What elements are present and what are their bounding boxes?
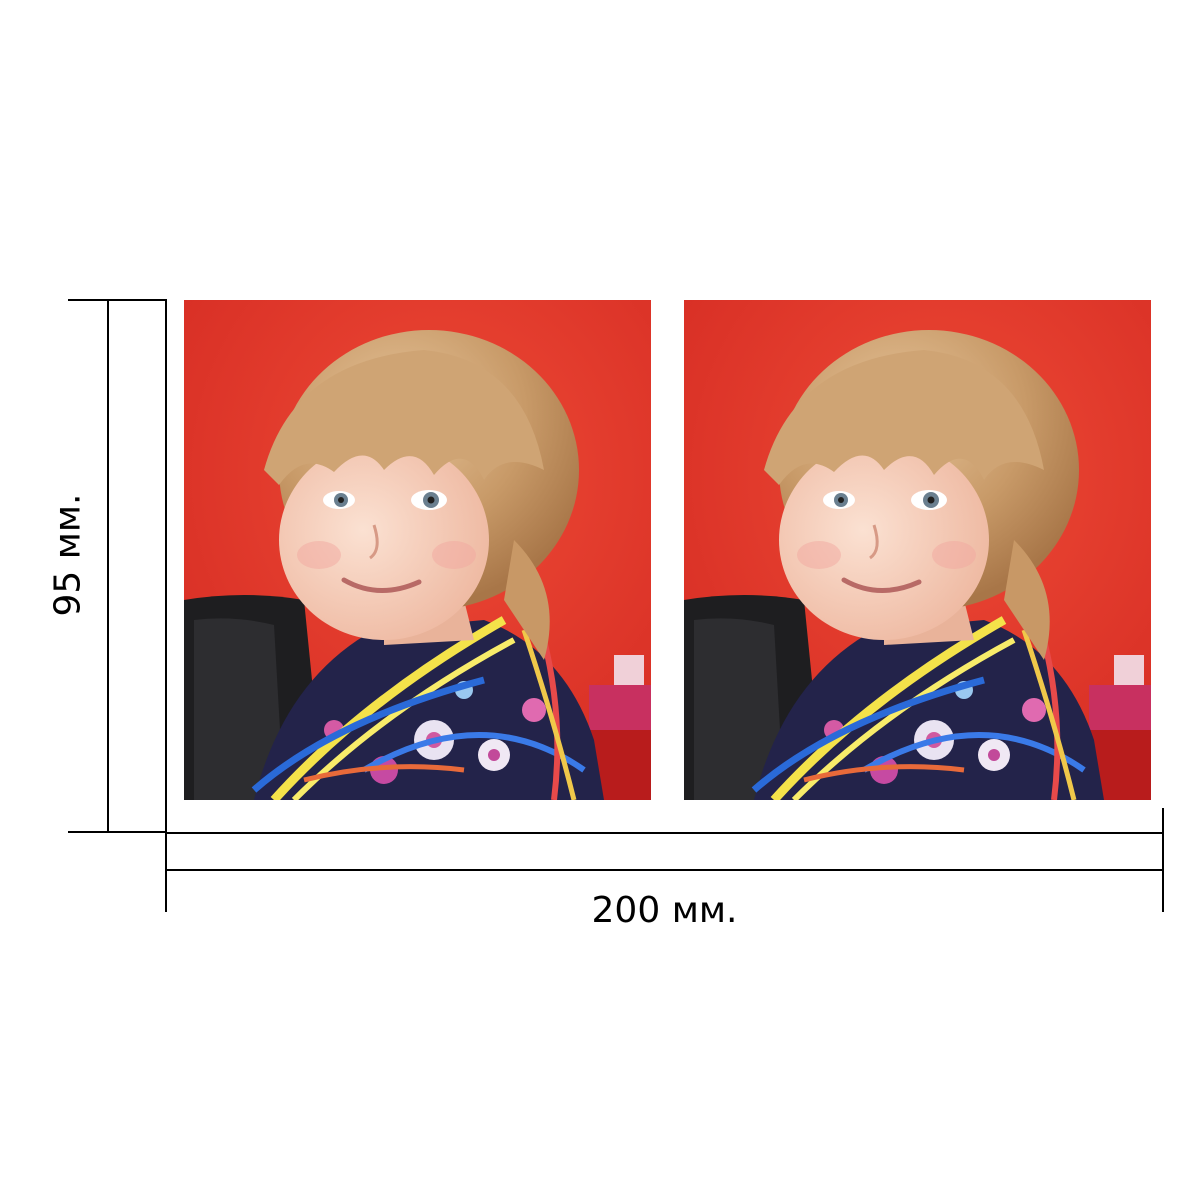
height-label: 95 мм. <box>47 493 89 617</box>
width-dimension-line <box>165 869 1164 871</box>
width-extension-right <box>1162 808 1164 912</box>
photo-left <box>184 300 651 800</box>
width-extension-left <box>165 808 167 912</box>
height-dimension-line <box>107 299 109 833</box>
height-dimension-line-inner <box>165 299 167 833</box>
portrait-image <box>184 300 651 800</box>
photo-right <box>684 300 1151 800</box>
height-extension-bottom <box>68 831 166 833</box>
width-label: 200 мм. <box>591 890 738 931</box>
height-extension-top <box>68 299 166 301</box>
portrait-image <box>684 300 1151 800</box>
width-dimension-line-top <box>165 832 1164 834</box>
